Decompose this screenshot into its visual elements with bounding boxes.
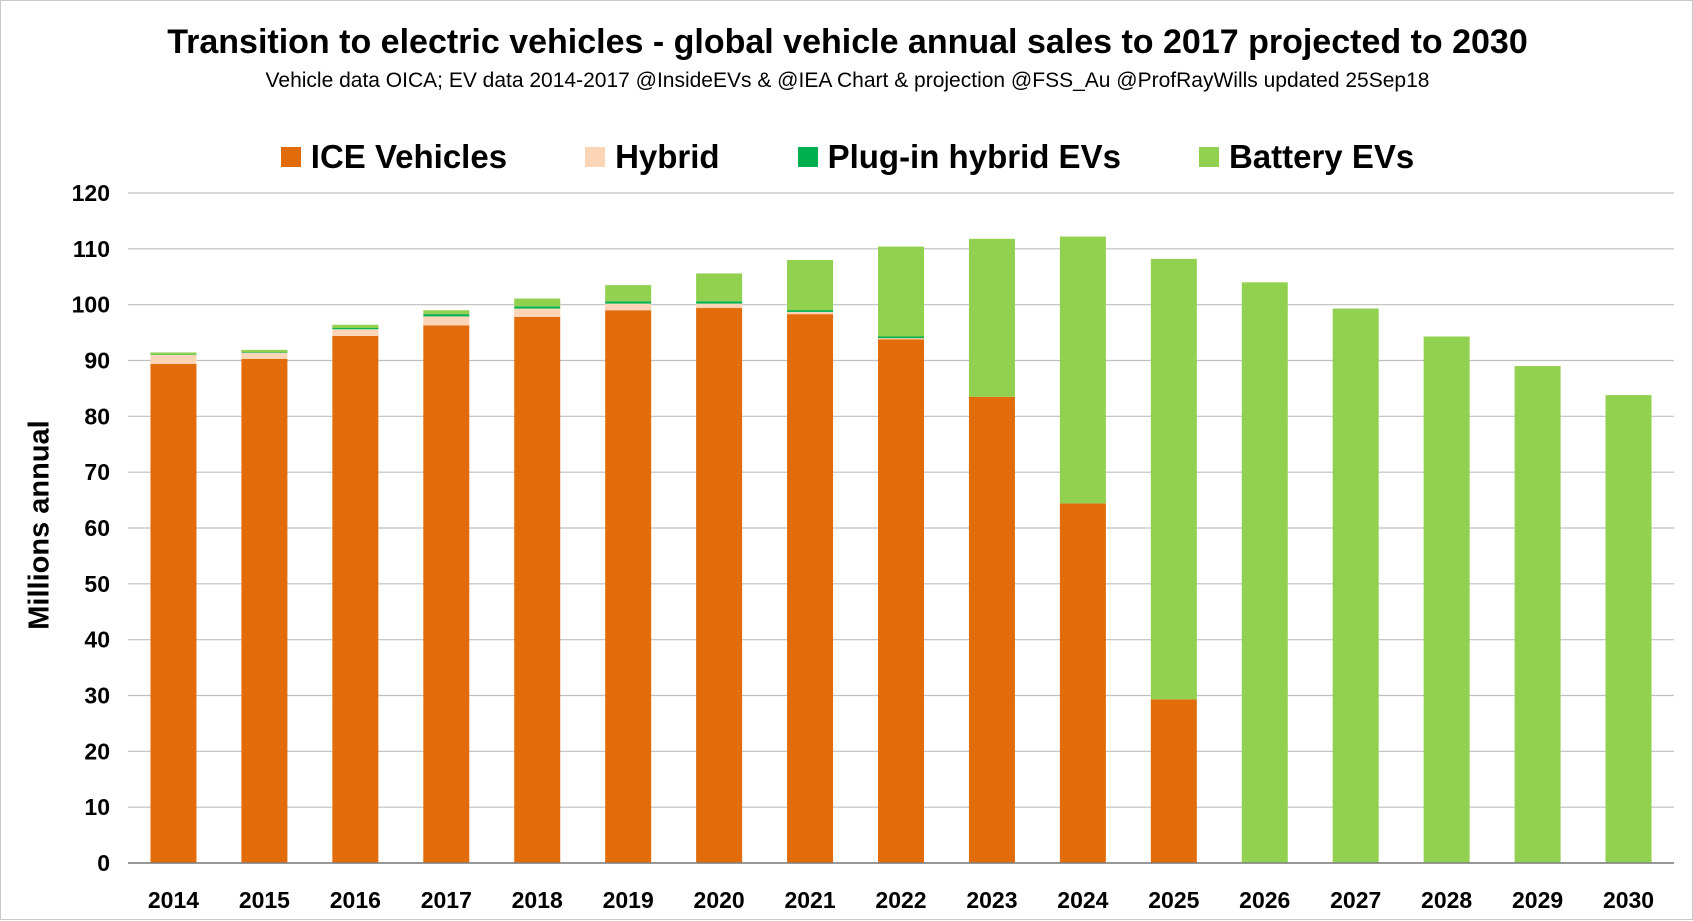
legend-label-phev: Plug-in hybrid EVs	[827, 138, 1121, 175]
x-tick-label-2022: 2022	[875, 887, 926, 913]
bar-ice-vehicles-2025	[1150, 699, 1197, 863]
bar-battery-evs-2023	[968, 238, 1015, 397]
bar-battery-evs-2030	[1605, 395, 1652, 863]
y-tick-label-10: 10	[84, 794, 110, 820]
y-tick-label-40: 40	[84, 627, 110, 653]
x-tick-label-2024: 2024	[1057, 887, 1108, 913]
x-tick-label-2014: 2014	[148, 887, 199, 913]
bar-hybrid-2019	[605, 303, 652, 311]
bar-hybrid-2015	[241, 352, 288, 359]
bar-ice-vehicles-2023	[968, 396, 1015, 863]
y-tick-label-70: 70	[84, 459, 110, 485]
bar-plug-in-hybrid-evs-2016	[332, 327, 379, 330]
bar-battery-evs-2020	[696, 273, 743, 302]
legend-swatch-phev	[797, 147, 818, 167]
legend-item-phev: Plug-in hybrid EVs	[797, 138, 1121, 176]
x-tick-label-2029: 2029	[1512, 887, 1563, 913]
x-tick-label-2016: 2016	[330, 887, 381, 913]
bar-ice-vehicles-2022	[878, 339, 924, 863]
chart-subtitle: Vehicle data OICA; EV data 2014-2017 @In…	[265, 69, 1430, 92]
bar-ice-vehicles-2019	[605, 310, 652, 863]
bar-battery-evs-2022	[878, 246, 924, 337]
bar-plug-in-hybrid-evs-2021	[787, 309, 834, 312]
legend-label-bev: Battery EVs	[1228, 138, 1415, 175]
y-tick-label-100: 100	[72, 292, 110, 318]
x-tick-label-2026: 2026	[1239, 887, 1290, 913]
x-tick-label-2028: 2028	[1421, 887, 1472, 913]
legend: ICE Vehicles Hybrid Plug-in hybrid EVs B…	[1, 138, 1693, 176]
legend-swatch-hybrid	[585, 147, 606, 167]
legend-label-ice: ICE Vehicles	[310, 138, 508, 175]
x-tick-label-2027: 2027	[1330, 887, 1381, 913]
legend-swatch-ice	[280, 147, 301, 167]
chart-title: Transition to electric vehicles - global…	[167, 23, 1528, 61]
bar-ice-vehicles-2017	[423, 325, 470, 863]
x-tick-label-2017: 2017	[421, 887, 472, 913]
bar-hybrid-2016	[332, 329, 379, 336]
bar-hybrid-2014	[150, 354, 197, 364]
x-tick-label-2019: 2019	[603, 887, 654, 913]
x-tick-label-2023: 2023	[966, 887, 1017, 913]
bar-battery-evs-2025	[1150, 258, 1197, 700]
bar-battery-evs-2028	[1423, 336, 1470, 863]
legend-swatch-bev	[1198, 147, 1219, 167]
x-tick-label-2021: 2021	[784, 887, 835, 913]
bar-ice-vehicles-2014	[150, 363, 197, 863]
x-tick-label-2020: 2020	[694, 887, 745, 913]
bar-plug-in-hybrid-evs-2019	[605, 301, 652, 304]
bar-plug-in-hybrid-evs-2022	[878, 335, 924, 339]
y-tick-label-90: 90	[84, 348, 110, 374]
bar-battery-evs-2019	[605, 285, 652, 302]
y-tick-label-110: 110	[73, 236, 110, 262]
bar-battery-evs-2017	[423, 310, 470, 315]
bar-battery-evs-2024	[1059, 236, 1106, 504]
bar-ice-vehicles-2024	[1059, 503, 1106, 863]
bar-hybrid-2022	[878, 337, 924, 340]
bar-ice-vehicles-2018	[514, 316, 561, 863]
x-tick-label-2018: 2018	[512, 887, 563, 913]
y-tick-label-120: 120	[72, 180, 110, 206]
legend-item-ice: ICE Vehicles	[280, 138, 508, 176]
bar-battery-evs-2015	[241, 349, 288, 353]
bar-hybrid-2017	[423, 316, 470, 326]
legend-label-hybrid: Hybrid	[615, 138, 720, 175]
y-tick-label-50: 50	[84, 571, 110, 597]
bar-ice-vehicles-2021	[787, 314, 834, 863]
bar-plug-in-hybrid-evs-2020	[696, 301, 743, 304]
legend-item-bev: Battery EVs	[1198, 138, 1415, 176]
y-tick-label-20: 20	[84, 738, 110, 764]
y-tick-label-0: 0	[97, 850, 110, 876]
bar-battery-evs-2014	[150, 352, 197, 355]
y-tick-label-80: 80	[84, 403, 110, 429]
bar-hybrid-2020	[696, 303, 743, 309]
x-tick-label-2015: 2015	[239, 887, 290, 913]
bar-ice-vehicles-2015	[241, 358, 288, 863]
bar-battery-evs-2027	[1332, 308, 1379, 863]
x-tick-label-2025: 2025	[1148, 887, 1199, 913]
bar-battery-evs-2026	[1241, 282, 1288, 863]
y-tick-label-30: 30	[84, 683, 110, 709]
bar-ice-vehicles-2020	[696, 308, 743, 863]
bar-ice-vehicles-2016	[332, 335, 379, 863]
bar-battery-evs-2018	[514, 298, 561, 307]
x-tick-label-2030: 2030	[1603, 887, 1654, 913]
bar-hybrid-2021	[787, 311, 834, 315]
legend-item-hybrid: Hybrid	[585, 138, 720, 176]
y-tick-label-60: 60	[84, 515, 110, 541]
bar-battery-evs-2029	[1514, 366, 1561, 863]
bar-battery-evs-2016	[332, 324, 379, 329]
bar-plug-in-hybrid-evs-2018	[514, 306, 561, 309]
bar-plug-in-hybrid-evs-2017	[423, 314, 470, 317]
bar-hybrid-2018	[514, 308, 561, 317]
bar-battery-evs-2021	[787, 260, 834, 311]
